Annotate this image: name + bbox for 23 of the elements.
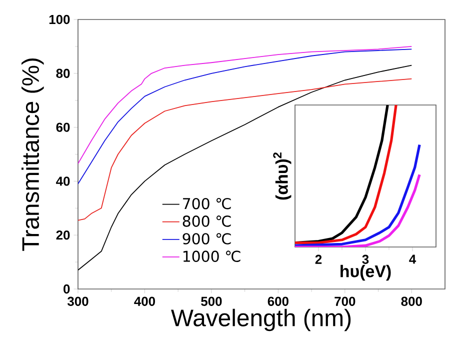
y-tick-label: 100: [49, 14, 70, 24]
x-tick-label: 800: [401, 296, 422, 306]
x-tick-label: 700: [334, 296, 356, 306]
x-tick-label: 3: [362, 254, 369, 264]
y-tick-label: 40: [56, 176, 70, 186]
x-tick-label: 300: [67, 296, 88, 306]
legend-label: 900 ℃: [182, 233, 231, 244]
legend-label: 1000 ℃: [183, 250, 240, 262]
y-axis-title: Transmittance (%): [21, 58, 44, 251]
x-tick-label: 2: [315, 254, 322, 264]
y-tick-label: 60: [56, 122, 70, 132]
y-axis-title: (αhυ)$^{2}$: [273, 152, 292, 200]
y-tick-label: 0: [64, 284, 70, 294]
legend-label: 800 ℃: [182, 216, 231, 227]
x-tick-label: 600: [268, 296, 288, 306]
x-axis-title: hυ(eV): [340, 264, 391, 281]
x-tick-label: 4: [409, 254, 416, 264]
x-tick-label: 400: [134, 296, 155, 306]
x-axis-title: Wavelength (nm): [171, 308, 351, 332]
x-tick-label: 500: [201, 296, 222, 306]
y-tick-label: 20: [56, 230, 70, 240]
legend-label: 700 ℃: [183, 198, 231, 210]
y-tick-label: 80: [56, 68, 70, 78]
